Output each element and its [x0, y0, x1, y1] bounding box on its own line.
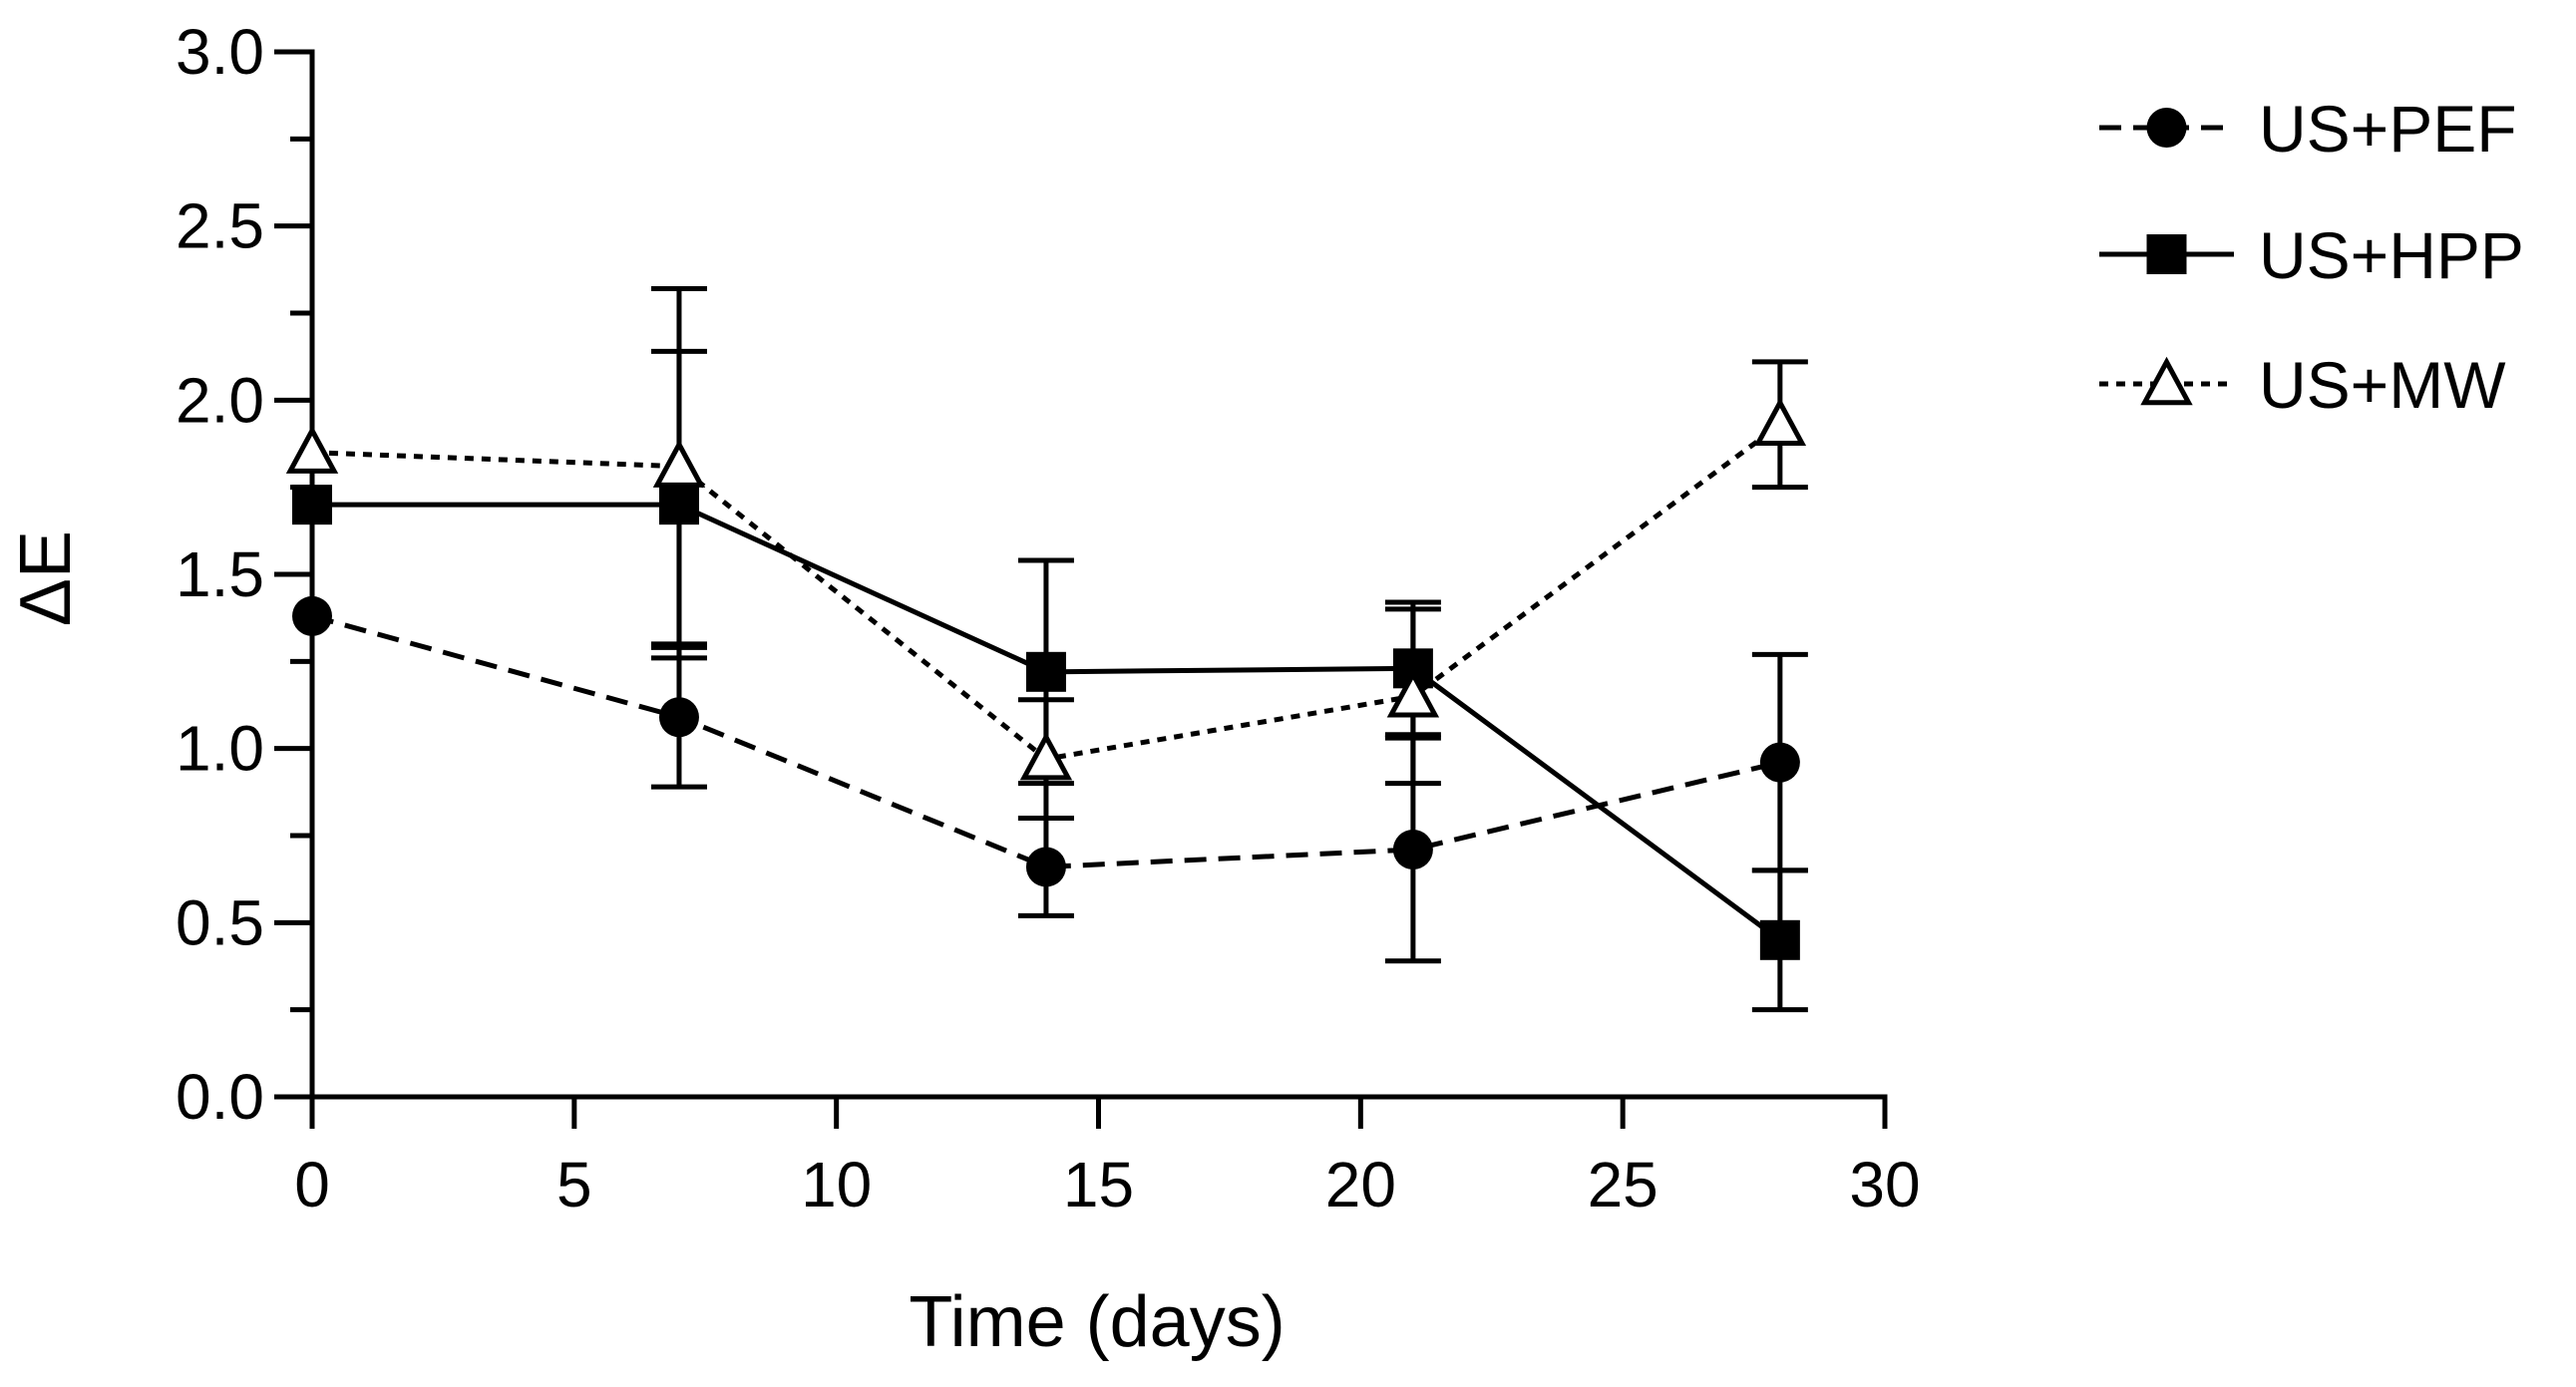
series-us-pef	[292, 595, 1808, 964]
series-group	[285, 286, 1808, 1013]
legend: US+PEF US+HPP US+MW	[2099, 92, 2524, 422]
x-tick-label: 0	[294, 1149, 330, 1220]
legend-label: US+MW	[2259, 348, 2506, 422]
x-axis-title: Time (days)	[909, 1282, 1285, 1362]
y-tick-label: 3.0	[176, 16, 264, 88]
x-tick-label: 10	[801, 1149, 872, 1220]
data-point	[1392, 829, 1433, 869]
data-point	[292, 595, 332, 636]
axes: 0.0 0.5 1.0 1.5 2.0 2.5 3.0 0 5 10 15 20 25 30	[176, 16, 1921, 1220]
series-us-mw	[285, 286, 1808, 822]
data-point	[1025, 847, 1066, 887]
x-tick-label: 15	[1063, 1149, 1134, 1220]
data-point	[1019, 731, 1073, 781]
series-line	[311, 613, 1781, 869]
data-point	[1753, 397, 1807, 446]
legend-label: US+PEF	[2259, 92, 2517, 166]
legend-entry-us-pef: US+PEF	[2099, 92, 2517, 166]
series-us-hpp	[292, 348, 1808, 1013]
legend-label: US+HPP	[2259, 218, 2524, 292]
data-point	[1759, 919, 1800, 960]
y-tick-label: 0.0	[176, 1061, 264, 1133]
y-tick-label: 1.0	[176, 713, 264, 785]
x-tick-label: 20	[1325, 1149, 1396, 1220]
data-point	[658, 697, 699, 738]
x-tick-label: 30	[1849, 1149, 1920, 1220]
y-tick-label: 2.0	[176, 364, 264, 436]
legend-entry-us-mw: US+MW	[2099, 348, 2506, 422]
data-point	[292, 485, 332, 525]
y-tick-label: 0.5	[176, 886, 264, 958]
x-tick-label: 25	[1588, 1149, 1658, 1220]
data-point	[285, 425, 339, 474]
data-point	[1386, 669, 1440, 718]
data-point	[1759, 742, 1800, 783]
x-tick-label: 5	[556, 1149, 592, 1220]
legend-marker	[2140, 356, 2193, 406]
data-point	[652, 439, 706, 488]
legend-entry-us-hpp: US+HPP	[2099, 218, 2524, 292]
y-tick-label: 1.5	[176, 538, 264, 610]
legend-marker	[2146, 108, 2187, 148]
y-tick-label: 2.5	[176, 190, 264, 262]
data-point	[1025, 651, 1066, 692]
legend-marker	[2146, 234, 2187, 274]
y-axis-title: ΔE	[6, 530, 86, 626]
